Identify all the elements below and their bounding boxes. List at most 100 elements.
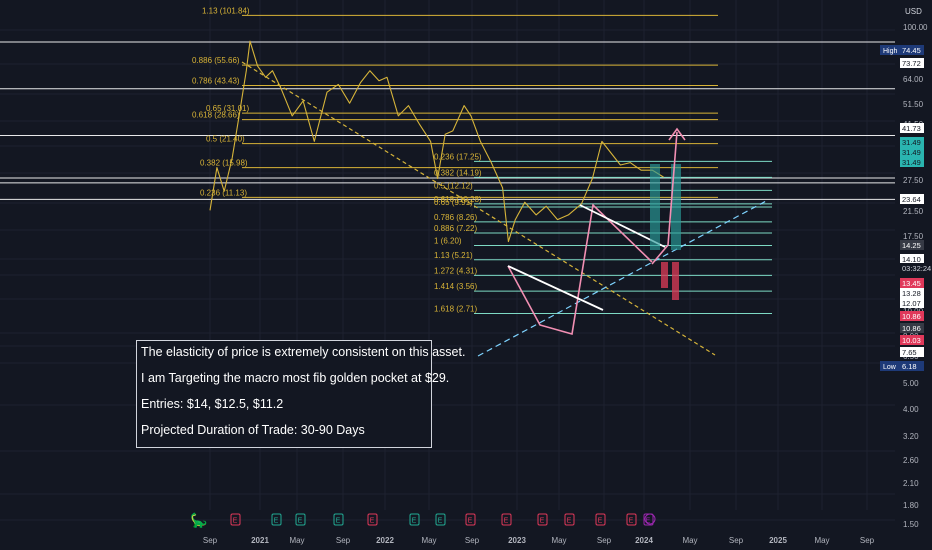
x-axis-tick: May (289, 536, 304, 545)
price-tag-bg (900, 323, 924, 333)
y-axis-tick: 17.50 (903, 232, 924, 241)
price-tag-value: 41.73 (902, 124, 921, 133)
x-axis-tick: Sep (597, 536, 612, 545)
y-axis-tick: 2.10 (903, 479, 919, 488)
price-tag-bg (900, 194, 924, 204)
note-line-3: Entries: $14, $12.5, $11.2 (141, 397, 284, 411)
fib-recent-label: 0.236 (17.25) (434, 152, 482, 161)
macro-downtrend-line (241, 61, 716, 356)
earnings-event-icon (271, 513, 282, 526)
analysis-note: The elasticity of price is extremely con… (136, 340, 465, 448)
x-axis-tick: Sep (336, 536, 351, 545)
projection-arrowhead (668, 127, 686, 141)
price-tag-value: 10.86 (902, 312, 921, 321)
price-tag-value: 7.65 (902, 348, 917, 357)
x-axis-tick: May (551, 536, 566, 545)
earnings-event-label: E (629, 518, 634, 525)
price-tag-bg (900, 361, 924, 371)
target-box-1 (650, 164, 660, 250)
y-axis-tick: 27.50 (903, 176, 924, 185)
price-tag-value: 14.25 (902, 241, 921, 250)
earnings-event-icon (501, 513, 512, 526)
pink-pattern-line (507, 203, 653, 336)
price-tag-value: 31.49 (902, 158, 921, 167)
earnings-event-label: E (504, 518, 509, 525)
price-tag-bg (900, 278, 924, 288)
price-tag-value: 12.07 (902, 299, 921, 308)
earnings-event-label: E (598, 518, 603, 525)
price-tag-bg (900, 45, 924, 55)
x-axis-tick: May (682, 536, 697, 545)
price-tag-bg (900, 335, 924, 345)
fib-recent-label: 1.618 (2.71) (434, 305, 477, 314)
note-line-2: I am Targeting the macro most fib golden… (141, 371, 450, 385)
earnings-event-label: E (412, 518, 417, 525)
stop-box-2 (672, 262, 679, 300)
price-tag-bg (900, 311, 924, 321)
fib-recent-label: 0.886 (7.22) (434, 224, 477, 233)
fib-recent-label: 1 (6.20) (434, 236, 462, 245)
x-axis-tick: Sep (465, 536, 480, 545)
price-tag-bg (900, 254, 924, 264)
white-wedge-line-1 (507, 265, 604, 311)
y-axis-tick: 64.00 (903, 75, 924, 84)
fib-macro-label: 0.65 (31.01) (206, 104, 249, 113)
earnings-event-icon (465, 513, 476, 526)
x-axis-tick: 2024 (635, 536, 653, 545)
price-line (209, 40, 664, 243)
uptrend-dashed-line (477, 199, 769, 357)
fib-macro-label: 0.886 (55.66) (192, 56, 240, 65)
earnings-event-icon (564, 513, 575, 526)
price-tag-bg (900, 157, 924, 167)
y-axis-tick: 100.00 (903, 23, 928, 32)
earnings-event-icon (295, 513, 306, 526)
y-axis-tick: 5.00 (903, 379, 919, 388)
y-axis-tick: 3.20 (903, 432, 919, 441)
price-tag-value: 03:32:24 (902, 264, 931, 273)
price-tag-bg (900, 298, 924, 308)
price-tag-value: 31.49 (902, 138, 921, 147)
price-tag-bg (900, 147, 924, 157)
projection-arrow-line (651, 131, 678, 265)
fib-macro-label: 0.236 (11.13) (200, 188, 247, 197)
price-tag-value: 13.28 (902, 289, 921, 298)
fib-recent-label: 1.13 (5.21) (434, 251, 473, 260)
fib-recent-label: 0.618 (10.28) (434, 195, 482, 204)
fib-macro-label: 0.786 (43.43) (192, 76, 240, 85)
price-tag-prefix: High (883, 48, 898, 55)
y-axis-tick: 1.80 (903, 501, 919, 510)
fib-recent-label: 1.272 (4.31) (434, 266, 477, 275)
x-axis-tick: Sep (860, 536, 875, 545)
price-tag-value: 13.45 (902, 279, 921, 288)
fib-recent-label: 0.382 (14.19) (434, 168, 482, 177)
earnings-event-label: E (298, 518, 303, 525)
y-axis-tick: 4.00 (903, 405, 919, 414)
price-tag-prefix-bg (880, 361, 900, 371)
fib-macro-label: 0.382 (15.98) (200, 159, 248, 168)
price-tag-value: 74.45 (902, 46, 921, 55)
earnings-event-icon (333, 513, 344, 526)
dinosaur-icon: 🦕 (190, 512, 207, 529)
note-line-4: Projected Duration of Trade: 30-90 Days (141, 423, 365, 437)
price-tag-bg (900, 263, 924, 273)
price-tag-prefix: Low (883, 364, 897, 371)
price-tag-bg (900, 347, 924, 357)
earnings-event-label: E (233, 518, 238, 525)
earnings-event-label: E (468, 518, 473, 525)
fib-recent-label: 0.5 (12.12) (434, 181, 473, 190)
earnings-event-icon (626, 513, 637, 526)
target-box-2 (671, 164, 681, 250)
x-axis-tick: 2025 (769, 536, 787, 545)
price-tag-value: 10.03 (902, 336, 921, 345)
earnings-event-label: E (646, 518, 651, 525)
x-axis-tick: 2022 (376, 536, 394, 545)
fib-recent-label: 1.414 (3.56) (434, 282, 477, 291)
x-axis-tick: May (814, 536, 829, 545)
price-tag-value: 73.72 (902, 59, 921, 68)
earnings-event-icon (409, 513, 420, 526)
fib-recent-label: 0.786 (8.26) (434, 213, 477, 222)
y-axis-tick: 1.50 (903, 520, 919, 529)
fib-macro-label: 0.5 (21.40) (206, 135, 245, 144)
x-axis-tick: May (421, 536, 436, 545)
